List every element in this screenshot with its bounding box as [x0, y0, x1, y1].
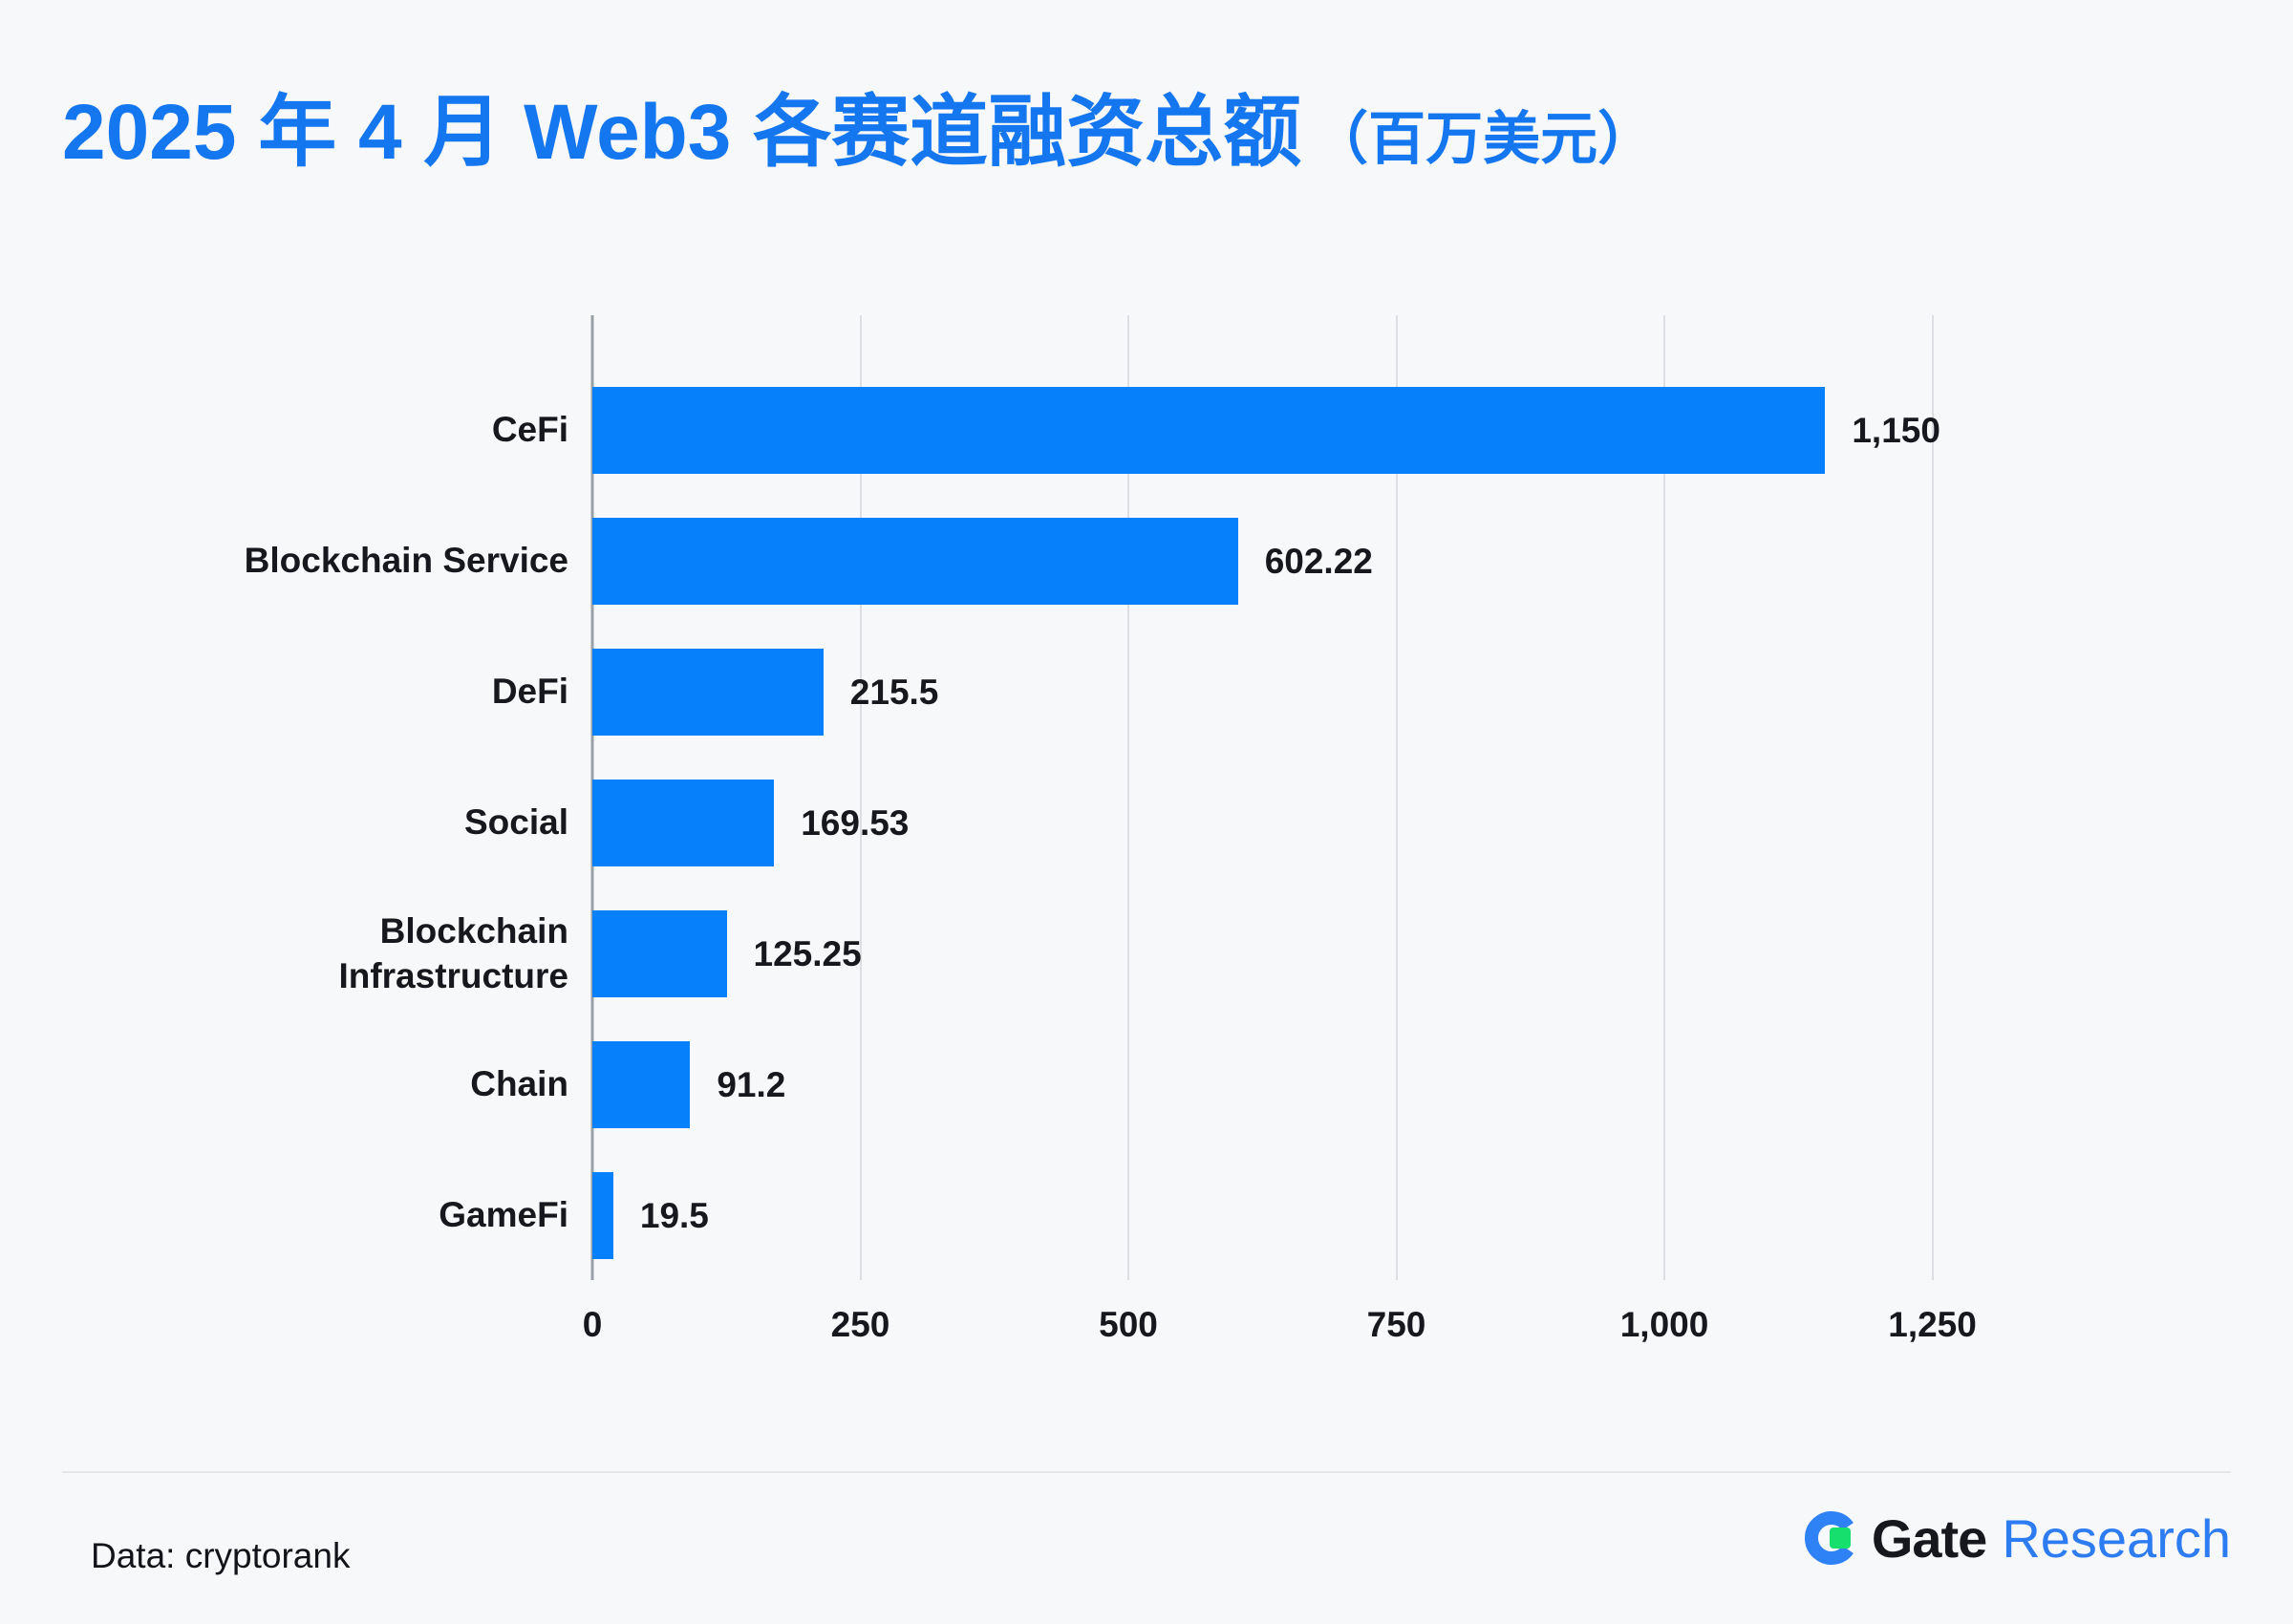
x-tick-label: 750: [1366, 1305, 1426, 1344]
bar-value-label: 125.25: [753, 933, 862, 973]
x-tick-label: 0: [582, 1305, 603, 1344]
bar: [592, 649, 824, 736]
category-label: Blockchain Service: [244, 541, 568, 581]
category-label: Social: [464, 802, 568, 843]
category-label: Blockchain Infrastructure: [338, 911, 568, 995]
bar: [592, 387, 1826, 474]
bar-chart: CeFi Blockchain Service DeFi Social Blockcha…: [62, 315, 2064, 1344]
gate-research-logo: Gate Research: [1801, 1504, 2231, 1572]
bar: [592, 518, 1238, 605]
bar: [592, 1172, 613, 1259]
chart-title: 2025 年 4 月 Web3 各赛道融资总额 （百万美元）: [62, 88, 1655, 178]
bar: [592, 1041, 691, 1128]
logo-gate-text: Gate: [1871, 1507, 1987, 1569]
chart-plot-area: 1,150 602.22 215.5 169.53 125.25 91.2 19.5: [590, 315, 2064, 1280]
gate-logo-mark-icon: [1804, 1511, 1854, 1565]
x-axis-ticks: 0 250 500 750 1,000 1,250: [583, 1280, 2064, 1357]
logo-research-text: Research: [2002, 1507, 2231, 1569]
footer-divider: [62, 1471, 2231, 1473]
gridline: [1127, 315, 1130, 1280]
bar-value-label: 215.5: [849, 672, 939, 712]
category-labels: CeFi Blockchain Service DeFi Social Blockcha…: [62, 315, 568, 1280]
bar: [592, 910, 727, 997]
category-label: CeFi: [491, 410, 568, 450]
gridline: [859, 315, 862, 1280]
bar: [592, 780, 775, 866]
gridline: [1663, 315, 1666, 1280]
bar-value-label: 91.2: [717, 1064, 786, 1104]
bar-value-label: 169.53: [801, 802, 910, 843]
x-tick-label: 500: [1099, 1305, 1158, 1344]
x-tick-label: 1,000: [1619, 1305, 1709, 1344]
chart-title-unit: （百万美元）: [1311, 107, 1656, 171]
data-source-label: Data: cryptorank: [91, 1536, 351, 1575]
category-label: Chain: [470, 1064, 568, 1104]
bar-value-label: 19.5: [639, 1195, 709, 1235]
x-tick-label: 1,250: [1888, 1305, 1977, 1344]
gridline: [1931, 315, 1934, 1280]
category-label: DeFi: [491, 672, 568, 712]
chart-title-main: 2025 年 4 月 Web3 各赛道融资总额: [62, 89, 1302, 176]
gridline: [1395, 315, 1398, 1280]
category-label: GameFi: [439, 1195, 568, 1235]
bar-value-label: 602.22: [1264, 541, 1373, 581]
bar-value-label: 1,150: [1852, 410, 1940, 450]
x-tick-label: 250: [830, 1305, 890, 1344]
